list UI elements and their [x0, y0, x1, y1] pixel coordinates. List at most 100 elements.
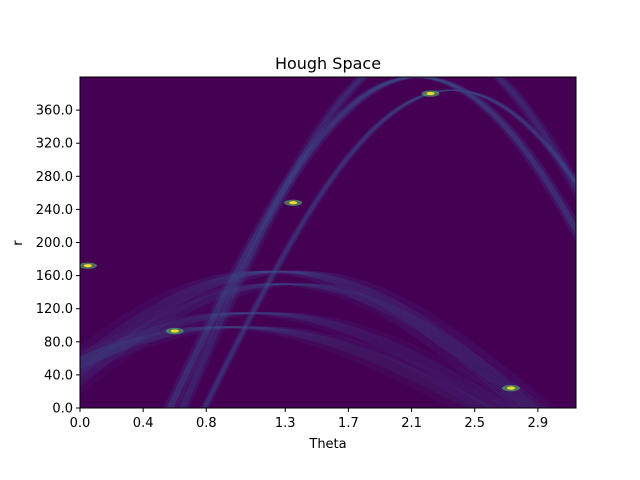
curve-line — [80, 283, 526, 408]
curve-line — [206, 89, 576, 408]
curve-line — [80, 312, 505, 408]
curve-line — [80, 283, 523, 408]
curve-line — [80, 312, 509, 408]
x-axis-label: Theta — [308, 437, 346, 452]
curve-line — [80, 283, 532, 408]
curve-line — [80, 270, 520, 408]
curve-line — [80, 326, 496, 408]
x-axis-ticks: 0.0 0.4 0.8 1.3 1.7 2.1 2.5 2.9 — [70, 408, 549, 431]
curve-line — [80, 283, 547, 408]
curve-line — [204, 89, 576, 408]
curve-line — [172, 77, 576, 408]
curve-line — [80, 312, 481, 408]
curve-line — [80, 283, 529, 408]
curve-line — [186, 77, 576, 408]
x-tick-label: 2.1 — [401, 416, 422, 431]
curve-line — [80, 270, 524, 408]
curve-line — [80, 283, 538, 408]
curve-line — [80, 283, 550, 408]
curve-line — [80, 270, 537, 408]
y-tick-label: 280.0 — [36, 170, 73, 185]
curve-band — [199, 89, 576, 408]
curve-line — [203, 89, 576, 408]
accumulator-peak — [284, 199, 303, 206]
curve-line — [178, 77, 576, 408]
curve-line — [80, 312, 491, 408]
curve-line — [80, 270, 540, 408]
curve-band — [80, 270, 553, 408]
plot-background — [80, 77, 576, 408]
curve-line — [80, 326, 466, 408]
curve-line — [177, 77, 576, 408]
curve-line — [200, 89, 576, 408]
curve-line — [80, 312, 498, 408]
x-tick-label: 1.7 — [338, 416, 359, 431]
curve-line — [164, 77, 576, 408]
curve-line — [80, 312, 484, 408]
curve-line — [80, 270, 511, 408]
y-tick-label: 0.0 — [52, 402, 73, 417]
accumulator-peak — [502, 384, 521, 392]
curve-line — [80, 283, 559, 408]
curve-line — [188, 77, 576, 408]
curve-line — [80, 312, 502, 408]
y-tick-label: 360.0 — [36, 104, 73, 119]
curve-line — [80, 283, 535, 408]
curve-line — [205, 89, 576, 408]
y-tick-label: 120.0 — [36, 302, 73, 317]
curve-band — [80, 326, 512, 408]
curve-line — [80, 312, 488, 408]
curve-line — [80, 326, 508, 408]
hough-curve-bands — [80, 77, 576, 408]
curve-line — [175, 77, 576, 408]
curve-line — [80, 270, 546, 408]
accumulator-peak — [421, 90, 440, 97]
curve-line — [167, 77, 576, 408]
curve-line — [80, 283, 541, 408]
curve-band — [80, 312, 530, 408]
curve-band — [80, 283, 559, 408]
curve-line — [169, 77, 576, 408]
curve-line — [201, 89, 576, 408]
curve-line — [162, 77, 576, 408]
curve-line — [163, 77, 576, 408]
curve-line — [202, 89, 576, 408]
x-tick-label: 2.5 — [464, 416, 485, 431]
curve-line — [80, 326, 470, 408]
curve-line — [80, 270, 550, 408]
curve-line — [80, 326, 500, 408]
curve-line — [80, 270, 527, 408]
curve-line — [174, 77, 576, 408]
curve-line — [185, 77, 576, 408]
y-tick-label: 320.0 — [36, 137, 73, 152]
curve-line — [80, 270, 514, 408]
curve-line — [80, 312, 519, 408]
x-tick-label: 0.8 — [196, 416, 217, 431]
curve-line — [180, 77, 576, 408]
curve-line — [80, 283, 544, 408]
curve-line — [80, 326, 455, 408]
curve-line — [177, 77, 576, 408]
curve-line — [171, 77, 576, 408]
x-tick-label: 2.9 — [528, 416, 549, 431]
x-tick-label: 1.3 — [275, 416, 296, 431]
curve-line — [80, 270, 517, 408]
curve-line — [182, 77, 576, 408]
curve-line — [199, 89, 576, 408]
accumulator-peak — [80, 262, 97, 269]
curve-line — [80, 312, 477, 408]
curve-line — [80, 326, 504, 408]
curve-line — [80, 326, 493, 408]
curve-line — [201, 89, 576, 408]
hough-peaks — [80, 90, 521, 392]
curve-line — [80, 283, 520, 408]
y-tick-label: 160.0 — [36, 269, 73, 284]
curve-line — [80, 312, 526, 408]
curve-line — [200, 89, 576, 408]
curve-line — [170, 77, 576, 408]
x-tick-label: 0.4 — [133, 416, 154, 431]
curve-line — [166, 77, 576, 408]
curve-line — [80, 326, 481, 408]
x-tick-label: 0.0 — [70, 416, 91, 431]
